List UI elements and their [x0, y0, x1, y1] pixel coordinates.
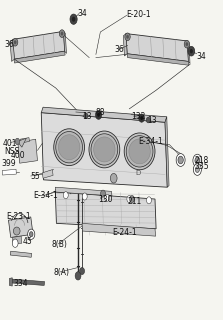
- Text: E-24-1: E-24-1: [113, 228, 137, 237]
- Circle shape: [126, 35, 129, 39]
- Ellipse shape: [129, 139, 150, 164]
- Polygon shape: [82, 223, 156, 236]
- Text: 334: 334: [13, 279, 28, 288]
- Text: 34: 34: [77, 9, 87, 18]
- Text: 45: 45: [22, 237, 32, 246]
- Ellipse shape: [124, 133, 155, 170]
- Circle shape: [193, 164, 201, 175]
- Polygon shape: [14, 51, 65, 63]
- Polygon shape: [9, 278, 12, 286]
- Polygon shape: [18, 139, 37, 163]
- Text: 211: 211: [127, 197, 141, 206]
- Circle shape: [186, 42, 188, 46]
- Circle shape: [75, 272, 81, 280]
- Text: 55: 55: [30, 172, 40, 181]
- Text: 88: 88: [96, 108, 105, 117]
- Polygon shape: [2, 169, 16, 175]
- Circle shape: [70, 14, 77, 24]
- Circle shape: [193, 154, 202, 167]
- Polygon shape: [123, 34, 127, 56]
- Text: 13: 13: [83, 112, 92, 121]
- Polygon shape: [10, 251, 32, 257]
- Circle shape: [80, 268, 85, 275]
- Text: E-34-1: E-34-1: [33, 191, 58, 200]
- Text: 218: 218: [194, 156, 208, 165]
- Circle shape: [110, 173, 117, 183]
- Circle shape: [63, 192, 68, 199]
- Circle shape: [82, 193, 87, 200]
- Circle shape: [176, 154, 185, 166]
- Ellipse shape: [126, 136, 153, 167]
- Circle shape: [12, 239, 18, 247]
- Polygon shape: [55, 192, 156, 229]
- Polygon shape: [10, 279, 45, 285]
- Circle shape: [84, 113, 88, 119]
- Polygon shape: [17, 138, 26, 147]
- Ellipse shape: [89, 131, 120, 168]
- Ellipse shape: [56, 132, 83, 163]
- Polygon shape: [8, 217, 33, 237]
- Circle shape: [97, 113, 100, 117]
- Polygon shape: [55, 187, 112, 196]
- Text: 130: 130: [98, 195, 113, 204]
- Ellipse shape: [13, 227, 20, 235]
- Text: E-23-1: E-23-1: [6, 212, 31, 221]
- Polygon shape: [126, 34, 188, 61]
- Text: 36: 36: [4, 40, 14, 49]
- Polygon shape: [187, 41, 190, 63]
- Text: 34: 34: [196, 52, 206, 60]
- Circle shape: [190, 49, 193, 53]
- Text: 400: 400: [11, 151, 25, 160]
- Text: E-20-1: E-20-1: [126, 10, 151, 19]
- Circle shape: [95, 110, 102, 119]
- Polygon shape: [13, 31, 65, 59]
- Circle shape: [125, 33, 130, 41]
- Ellipse shape: [58, 135, 80, 160]
- Circle shape: [72, 17, 75, 22]
- Polygon shape: [42, 170, 53, 178]
- Circle shape: [195, 157, 200, 164]
- Text: 36: 36: [115, 45, 125, 54]
- Text: 401: 401: [2, 139, 17, 148]
- Circle shape: [140, 116, 143, 120]
- Ellipse shape: [54, 129, 85, 166]
- Polygon shape: [165, 117, 169, 187]
- Circle shape: [127, 196, 132, 203]
- Text: 335: 335: [194, 162, 209, 171]
- Polygon shape: [10, 39, 14, 61]
- Circle shape: [195, 167, 199, 172]
- Polygon shape: [12, 236, 22, 244]
- Polygon shape: [64, 31, 66, 53]
- Text: 8(A): 8(A): [53, 268, 69, 277]
- Circle shape: [101, 190, 105, 197]
- Text: 8(B): 8(B): [51, 240, 67, 249]
- Text: 399: 399: [1, 159, 16, 168]
- Text: 132: 132: [132, 112, 146, 121]
- Circle shape: [15, 138, 20, 145]
- Circle shape: [184, 40, 190, 48]
- Circle shape: [139, 114, 145, 122]
- Circle shape: [130, 196, 134, 203]
- Ellipse shape: [91, 134, 118, 165]
- Circle shape: [29, 232, 33, 237]
- Circle shape: [28, 229, 35, 239]
- Text: E-34-1: E-34-1: [138, 137, 163, 146]
- Circle shape: [105, 194, 109, 201]
- Polygon shape: [41, 107, 167, 122]
- Circle shape: [14, 40, 17, 44]
- Circle shape: [146, 117, 150, 123]
- Circle shape: [59, 30, 65, 37]
- Text: NSS: NSS: [4, 147, 20, 156]
- Circle shape: [147, 197, 151, 204]
- Ellipse shape: [94, 137, 115, 162]
- Text: 13: 13: [147, 116, 157, 125]
- Polygon shape: [20, 138, 29, 143]
- Circle shape: [61, 32, 63, 36]
- Polygon shape: [41, 113, 167, 187]
- Circle shape: [12, 38, 18, 46]
- Circle shape: [178, 156, 183, 164]
- Polygon shape: [127, 54, 189, 65]
- Circle shape: [188, 46, 195, 56]
- Text: D: D: [136, 170, 141, 176]
